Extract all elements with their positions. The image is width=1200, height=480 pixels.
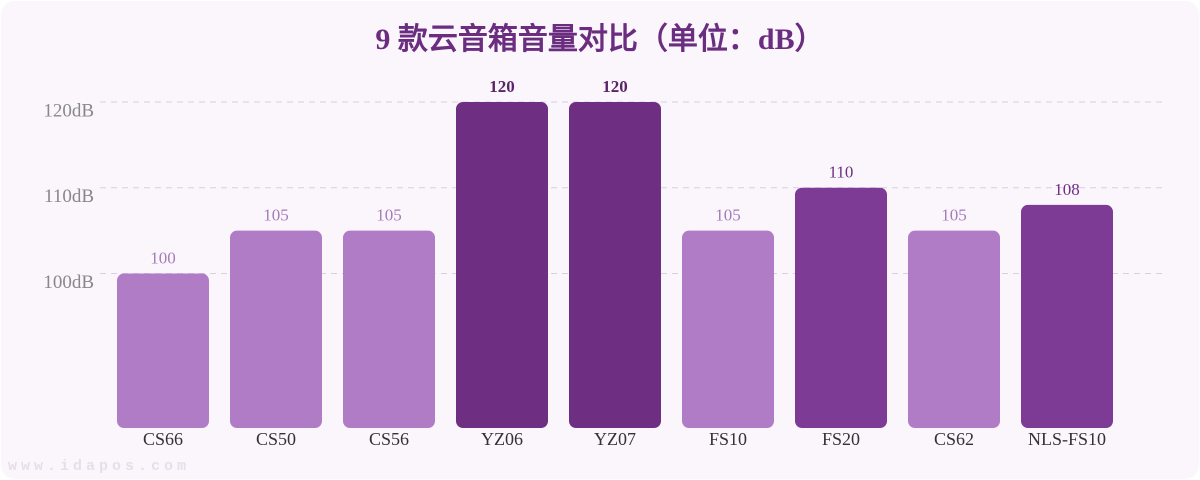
value-label: 105 [715,206,741,225]
bar [1021,204,1113,428]
bar [908,230,1000,428]
x-tick-label: CS56 [369,429,409,449]
value-label: 108 [1054,180,1080,199]
chart-title: 9 款云音箱音量对比（单位：dB） [375,22,824,56]
bar [117,273,209,428]
bar [569,101,661,429]
x-tick-label: FS10 [709,429,747,449]
x-tick-label: YZ06 [481,429,523,449]
watermark: www.idapos.com [8,458,190,475]
y-tick-label: 110dB [44,186,94,207]
value-label: 120 [489,77,515,96]
value-label: 105 [941,206,967,225]
bar [795,187,887,428]
bar [682,230,774,428]
x-tick-label: CS66 [143,429,183,449]
x-tick-label: CS50 [256,429,296,449]
value-label: 105 [263,206,289,225]
x-tick-label: CS62 [934,429,974,449]
x-tick-label: YZ07 [594,429,636,449]
x-tick-label: NLS-FS10 [1028,429,1106,449]
y-tick-label: 120dB [43,100,94,121]
bar [343,230,435,428]
value-label: 100 [150,248,176,267]
x-tick-label: FS20 [822,429,860,449]
bar [456,101,548,429]
y-tick-label: 100dB [43,272,94,293]
value-label: 120 [602,77,628,96]
value-label: 105 [376,206,402,225]
bar [230,230,322,428]
value-label: 110 [829,163,854,182]
